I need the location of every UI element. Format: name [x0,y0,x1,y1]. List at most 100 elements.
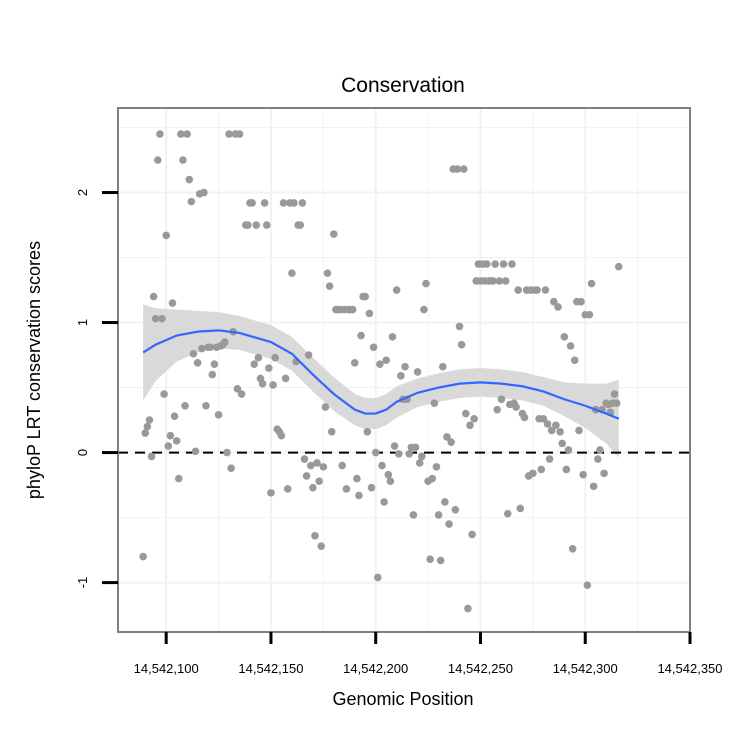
data-point [338,461,346,470]
data-point [380,498,388,506]
data-point [361,292,370,301]
data-point [254,353,263,362]
data-point [468,530,476,539]
data-point [237,390,246,398]
data-point [493,405,502,414]
data-point [585,310,594,319]
data-point [283,485,292,493]
data-point [371,448,380,457]
data-point [302,472,311,480]
data-point [462,409,470,418]
data-point [459,165,468,173]
data-points [139,130,623,613]
data-point [405,450,414,458]
data-point [390,442,399,450]
data-point [202,401,210,410]
y-tick-label: 1 [75,319,90,326]
data-point [325,282,334,290]
data-point [304,351,313,359]
data-point [156,130,164,138]
y-axis: -1 0 1 2 [75,189,118,588]
y-tick-label: 2 [75,189,90,196]
data-point [547,426,556,435]
data-point [147,452,156,461]
data-point [560,333,569,341]
data-point [570,356,579,365]
smooth-line-layer [142,329,620,420]
data-point [434,511,443,519]
data-point [160,390,168,398]
data-point [583,581,592,589]
data-point [193,359,202,367]
data-point [587,279,596,288]
data-point [415,459,424,467]
data-point [499,260,508,268]
data-point [614,262,623,271]
data-point [430,399,439,407]
data-point [579,470,587,479]
data-point [426,555,434,563]
data-point [520,413,529,422]
data-point [369,343,378,352]
data-point [497,395,506,404]
data-point [376,360,384,368]
data-point [543,420,552,428]
data-point [348,305,357,314]
data-point [225,130,233,138]
data-point [244,221,252,229]
data-point [210,360,219,368]
data-point [482,260,491,268]
data-point [367,483,376,492]
data-point [260,199,269,207]
data-point [250,360,258,368]
data-point [355,491,363,500]
data-point [365,309,374,318]
data-point [363,427,372,436]
data-point [306,461,315,470]
data-point [464,604,472,613]
data-point [154,156,162,164]
data-point [235,130,244,138]
data-point [227,464,235,472]
data-point [612,399,621,407]
data-point [151,314,160,323]
data-point [495,277,504,285]
data-point [300,455,309,463]
data-point [139,552,147,561]
data-point [432,463,441,471]
x-tick-label: 14,542,350 [657,661,722,676]
data-point [537,465,546,474]
data-point [596,446,604,454]
data-point [545,455,554,463]
data-point [200,188,208,197]
data-point [554,303,562,311]
data-point [187,197,196,206]
data-point [401,362,409,371]
data-point [252,221,261,229]
data-point [529,469,537,478]
data-point [279,199,288,207]
data-point [489,277,497,285]
data-point [413,368,422,376]
data-point [411,443,420,452]
data-point [290,199,298,207]
data-point [374,573,382,582]
data-point [610,390,619,398]
data-point [508,260,516,268]
x-axis-title: Genomic Position [332,689,473,709]
data-point [516,504,525,513]
x-tick-label: 14,542,100 [134,661,199,676]
data-point [382,356,390,365]
data-point [378,461,386,470]
data-point [214,411,223,419]
x-tick-label: 14,542,200 [343,661,408,676]
data-point [556,427,564,436]
data-point [386,477,395,485]
plot-panel-border [117,107,691,633]
data-point [418,452,426,461]
data-point [170,412,179,420]
data-point [466,421,474,430]
data-point [183,130,191,138]
data-point [577,297,585,306]
data-point [443,433,451,441]
